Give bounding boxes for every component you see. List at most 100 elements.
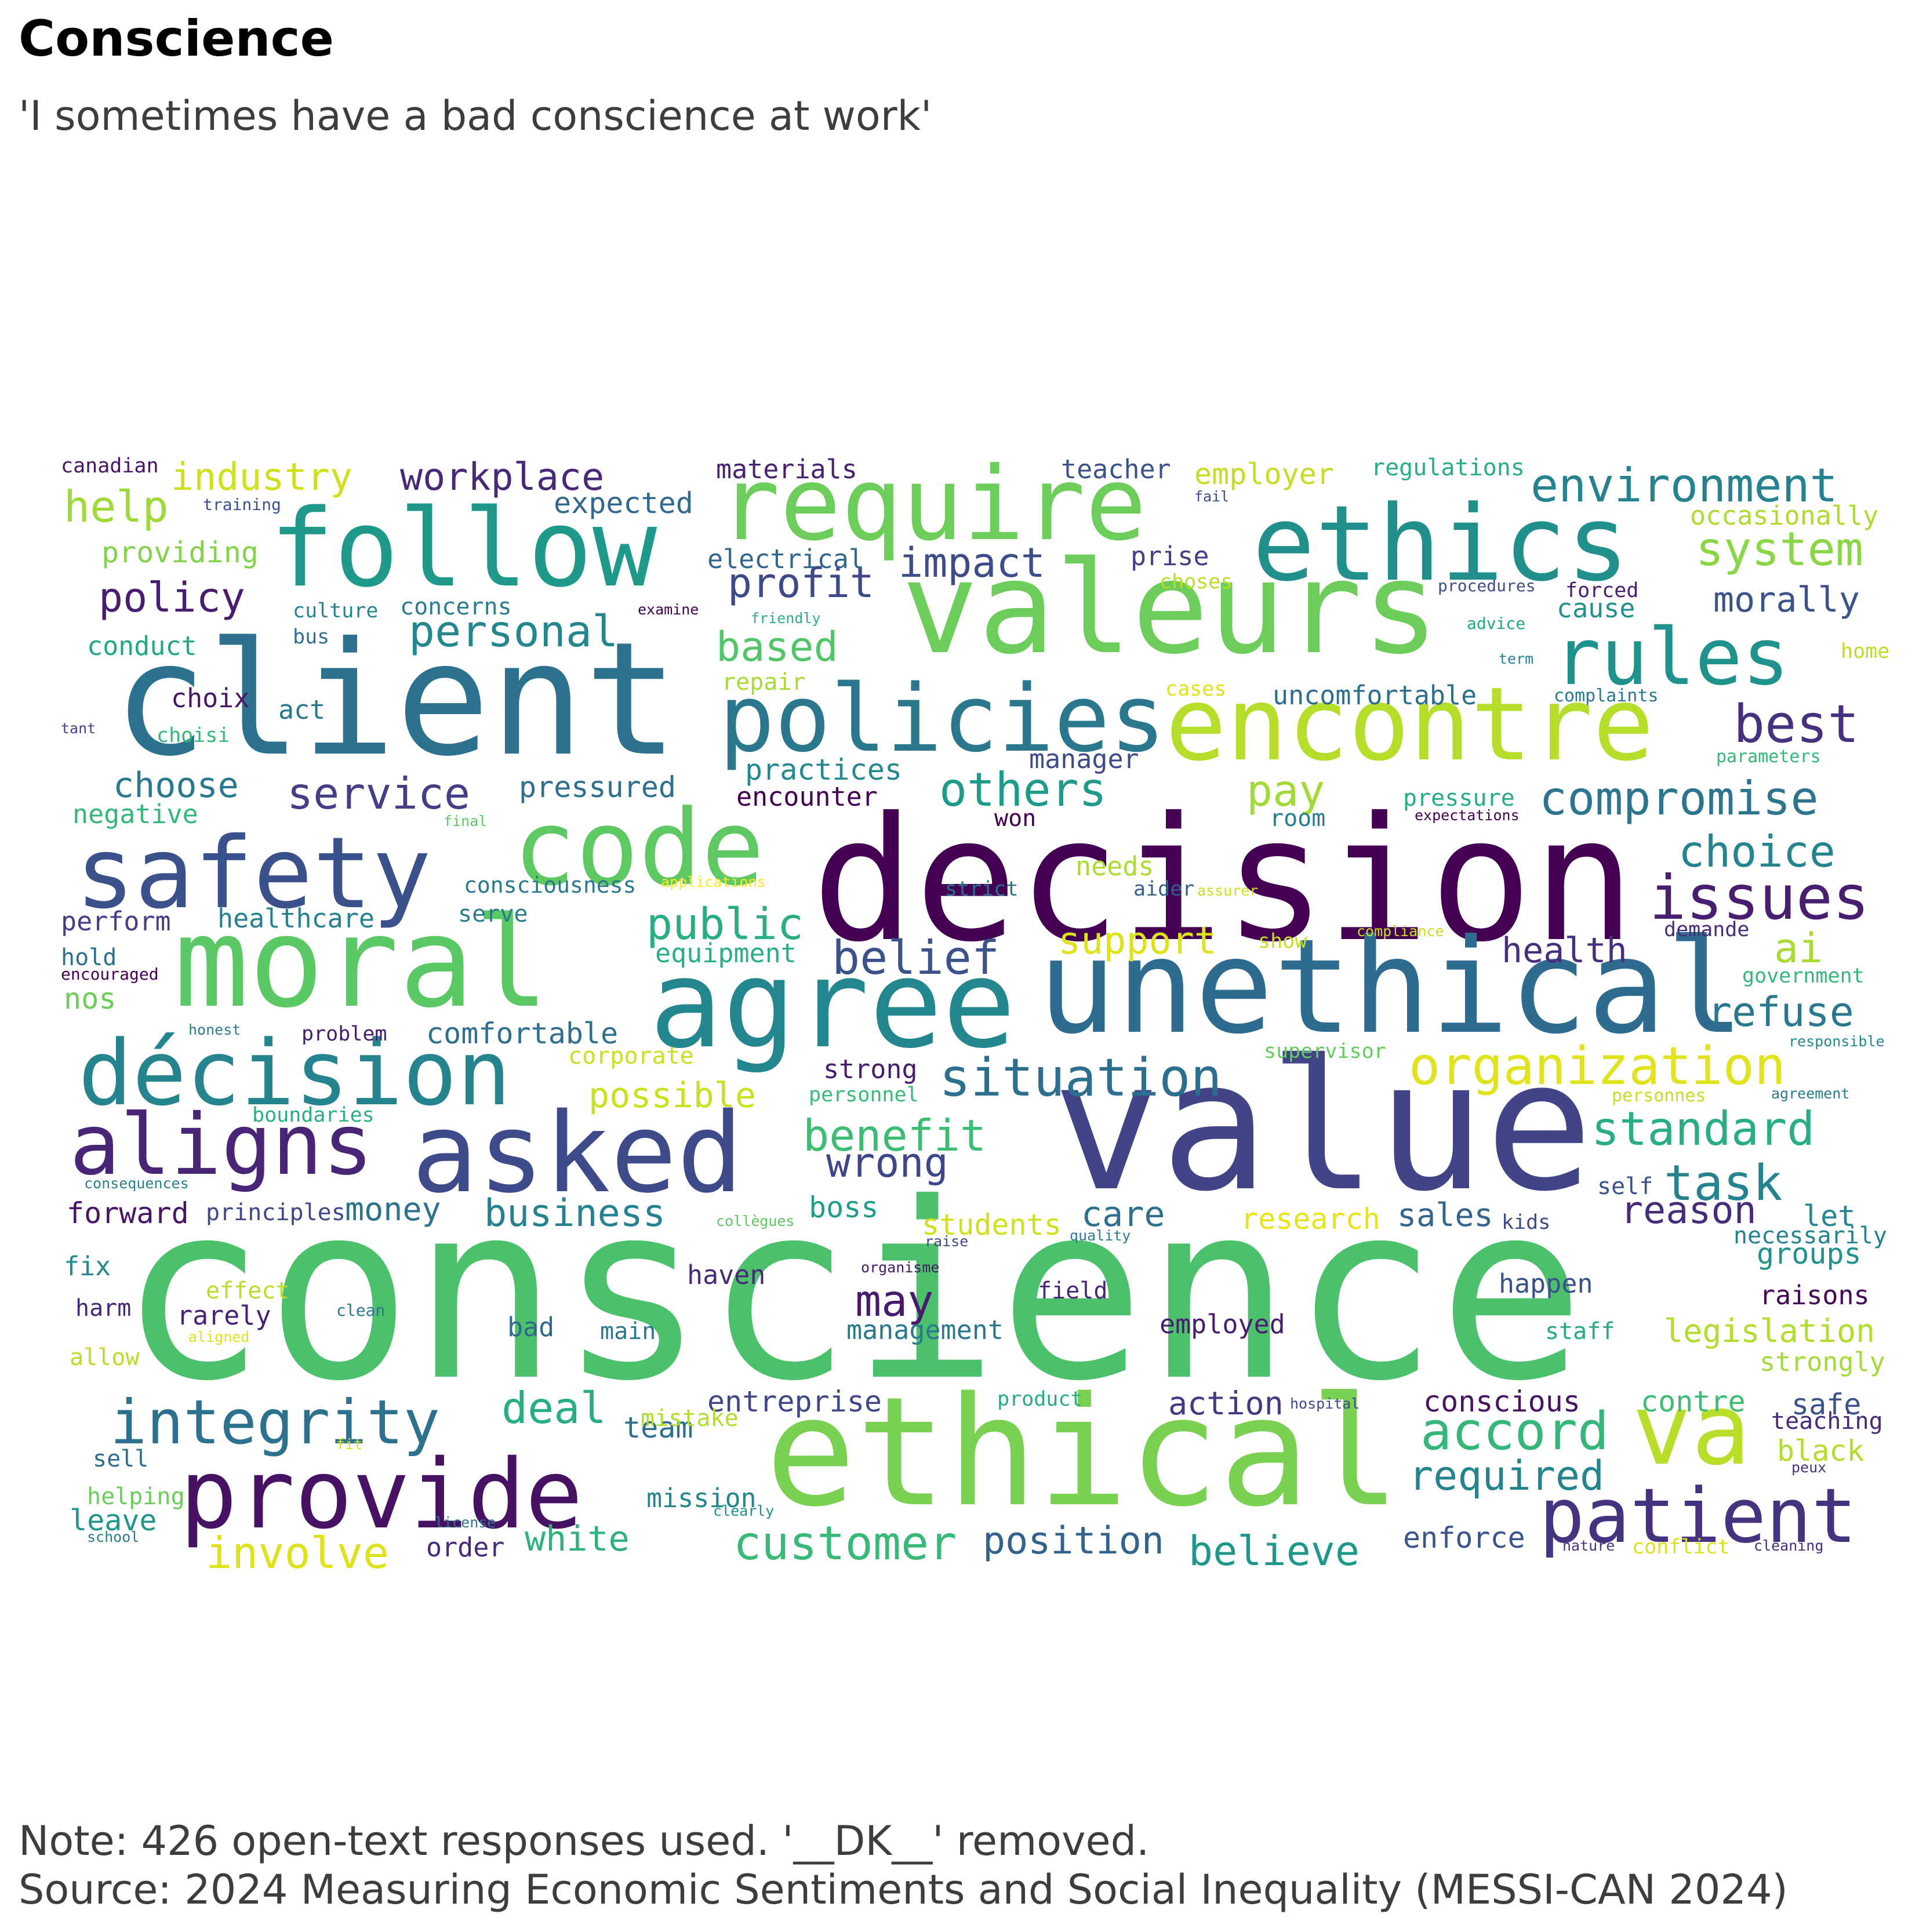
word-industry: industry [171,456,352,499]
word-encounter: encounter [736,781,878,812]
word-moral: moral [174,890,549,1035]
word-product: product [997,1388,1083,1411]
word-mission: mission [646,1483,757,1513]
word-asked: asked [412,1089,743,1217]
word-consciousness: consciousness [464,872,636,898]
word-va: va [1632,1373,1751,1487]
word-money: money [345,1191,441,1228]
word-demande: demande [1664,918,1750,941]
word-patient: patient [1539,1472,1857,1560]
chart-source: Source: 2024 Measuring Economic Sentimen… [19,1866,1788,1913]
word-provide: provide [180,1439,583,1550]
word-choisi: choisi [157,724,230,747]
word-pressure: pressure [1403,785,1515,812]
word-consequences: consequences [84,1175,189,1192]
word-bad: bad [507,1312,554,1342]
word-safety: safety [75,816,431,931]
word-support: support [1058,919,1217,963]
word-applications: applications [661,874,766,890]
word-best: best [1733,694,1859,755]
word-school: school [87,1529,139,1545]
word-public: public [646,898,804,949]
word-personal: personal [409,606,618,657]
word-position: position [983,1519,1164,1563]
word-personnes: personnes [1612,1086,1706,1106]
word-raisons: raisons [1760,1280,1870,1311]
word-examine: examine [638,601,699,618]
word-conscience: conscience [119,1151,1585,1435]
word-issues: issues [1649,863,1869,933]
word-manager: manager [1029,744,1139,774]
word-regulations: regulations [1371,454,1525,481]
word-assurer: assurer [1197,882,1258,899]
word-safe: safe [1791,1388,1861,1421]
word-cause: cause [1557,593,1635,624]
word-organization: organization [1409,1036,1786,1097]
word-choose: choose [113,765,239,806]
word-teaching: teaching [1771,1408,1883,1435]
word-sell: sell [93,1446,148,1472]
word-integrity: integrity [110,1387,440,1458]
word-forward: forward [67,1196,189,1230]
word-encontre: encontre [1165,666,1654,784]
word-deal: deal [501,1382,606,1433]
chart-title: Conscience [19,10,334,68]
word-conflict: conflict [1632,1536,1730,1559]
word-providing: providing [101,536,259,569]
word-believe: believe [1188,1527,1360,1575]
word-task: task [1664,1155,1783,1212]
word-hold: hold [61,944,117,971]
word-entreprise: entreprise [707,1385,882,1418]
word-research: research [1241,1202,1380,1236]
word-sales: sales [1397,1196,1493,1234]
word-tant: tant [61,720,96,737]
word-rules: rules [1554,612,1789,703]
word-reason: reason [1620,1189,1757,1232]
word-main: main [600,1318,656,1345]
word-decision: decision [812,780,1635,980]
word-standard: standard [1591,1102,1815,1156]
word-complaints: complaints [1554,686,1659,706]
word-raise: raise [925,1233,968,1250]
word-policies: policies [719,664,1166,773]
word-help: help [64,481,169,532]
word-procedures: procedures [1438,576,1536,595]
word-honest: honest [188,1021,241,1038]
word-perform: perform [61,906,171,937]
word-strongly: strongly [1760,1347,1885,1377]
word-system: system [1696,522,1863,576]
word-kids: kids [1502,1211,1550,1234]
word-unethical: unethical [1038,911,1744,1063]
word-home: home [1841,640,1889,663]
word-nos: nos [64,982,116,1016]
word-morally: morally [1713,580,1860,620]
word-fit: fit [336,1436,362,1453]
word-negative: negative [72,799,198,829]
word-ethical: ethical [765,1365,1401,1540]
word-management: management [846,1315,1004,1345]
word-value: value [1052,1022,1593,1231]
word-order: order [426,1532,504,1563]
word-government: government [1742,965,1864,988]
word-training: training [203,495,281,514]
word-organisme: organisme [861,1259,939,1276]
chart-subtitle: 'I sometimes have a bad conscience at wo… [19,92,932,140]
word-team: team [623,1411,693,1445]
word-uncomfortable: uncomfortable [1273,680,1477,711]
word-final: final [444,813,487,829]
word-choice: choice [1678,826,1836,877]
word-impact: impact [899,539,1045,587]
word-pay: pay [1246,765,1325,816]
word-groups: groups [1757,1237,1862,1271]
word-ai: ai [1774,925,1823,972]
word-self: self [1597,1173,1653,1200]
word-ethics: ethics [1252,483,1629,605]
word-cleaning: cleaning [1754,1537,1823,1554]
word-corporate: corporate [568,1043,694,1069]
word-necessarily: necessarily [1733,1222,1887,1249]
word-helping: helping [87,1483,185,1510]
word-code: code [513,788,764,909]
word-cases: cases [1165,678,1226,701]
word-comfortable: comfortable [426,1017,618,1050]
